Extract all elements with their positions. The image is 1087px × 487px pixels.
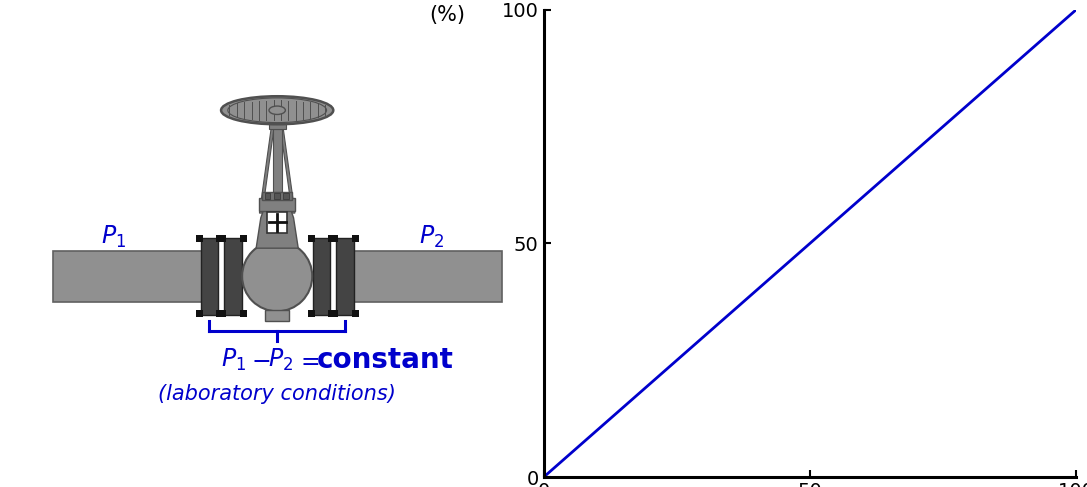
Bar [352,310,359,317]
Text: (laboratory conditions): (laboratory conditions) [159,384,396,404]
Bar [342,250,501,302]
Bar [268,121,286,129]
Bar [218,310,226,317]
Bar [274,193,279,199]
Bar [308,310,315,317]
Bar [352,235,359,242]
Text: $P_2$: $P_2$ [267,347,293,373]
Bar [273,129,282,191]
Bar [313,238,330,315]
Text: $P_2$: $P_2$ [418,224,443,249]
Bar [308,235,315,242]
Bar [336,238,354,315]
Polygon shape [260,125,274,213]
Bar [53,250,212,302]
Bar [264,193,271,199]
Bar [239,310,247,317]
Bar [239,235,247,242]
Polygon shape [280,125,295,213]
Bar [216,310,223,317]
Text: $-$: $-$ [251,349,271,372]
Bar [200,238,218,315]
Bar [218,235,226,242]
Ellipse shape [221,96,334,124]
Text: $=$: $=$ [296,349,320,372]
Ellipse shape [268,106,286,114]
Circle shape [242,241,312,311]
Bar [332,310,338,317]
Bar [260,198,295,211]
Bar [284,193,289,199]
Bar [265,310,289,320]
Text: $P_1$: $P_1$ [221,347,246,373]
Bar [224,238,241,315]
Bar [196,310,202,317]
Bar [262,191,292,200]
Bar [196,235,202,242]
Text: Flow rate
(%): Flow rate (%) [399,0,496,25]
Bar [267,212,287,233]
Bar [216,235,223,242]
Polygon shape [257,208,298,248]
Bar [332,235,338,242]
Text: $P_1$: $P_1$ [101,224,126,249]
Bar [328,310,336,317]
Bar [328,235,336,242]
Text: constant: constant [317,346,453,374]
